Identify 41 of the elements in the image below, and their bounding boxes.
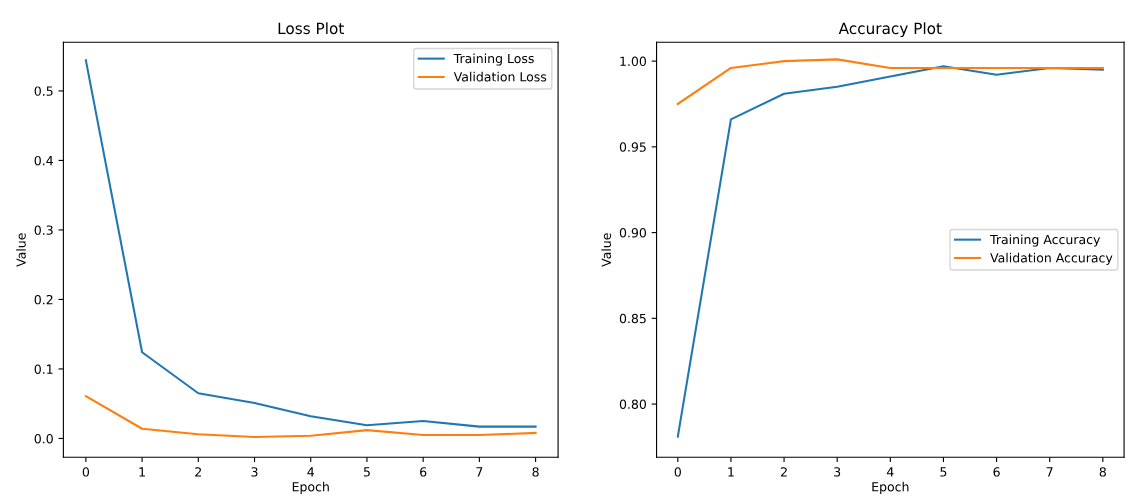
y-tick-label: 0.0: [34, 433, 53, 444]
y-axis-title: Value: [601, 233, 612, 267]
x-tick-label: 3: [834, 467, 841, 477]
x-tick-label: 7: [476, 467, 483, 477]
x-tick-label: 1: [139, 467, 145, 477]
chart-title: Loss Plot: [278, 22, 344, 35]
x-tick-label: 6: [420, 467, 427, 477]
legend-label: Training Accuracy: [990, 234, 1101, 247]
line-series: [84, 395, 537, 439]
y-tick-label: 0.95: [619, 142, 646, 152]
y-tick-label: 0.5: [34, 86, 53, 96]
x-tick-label: 7: [1046, 467, 1053, 477]
x-tick-label: 2: [781, 467, 787, 477]
y-tick-label: 0.80: [619, 399, 647, 409]
legend-label: Validation Loss: [453, 71, 547, 82]
x-tick-label: 8: [532, 467, 539, 477]
chart-title: Accuracy Plot: [838, 22, 942, 38]
y-tick-label: 0.85: [619, 313, 646, 324]
y-tick-label: 0.3: [34, 225, 53, 235]
y-tick-label: 0.4: [34, 155, 53, 166]
line-series: [676, 58, 1104, 106]
y-tick-label: 0.2: [34, 294, 53, 305]
y-tick-label: 0.90: [619, 228, 647, 238]
x-tick-label: 5: [940, 467, 947, 477]
x-axis-title: Epoch: [872, 481, 909, 494]
x-tick-label: 0: [82, 467, 90, 477]
y-tick-label: 1.00: [620, 56, 647, 67]
legend-label: Validation Accuracy: [990, 252, 1113, 265]
legend-label: Training Loss: [453, 53, 534, 66]
x-tick-label: 2: [195, 467, 202, 477]
x-tick-label: 8: [1099, 467, 1106, 477]
x-tick-label: 0: [674, 467, 681, 477]
x-tick-label: 4: [307, 467, 315, 477]
y-axis-title: Value: [16, 233, 26, 267]
x-tick-label: 4: [886, 467, 894, 477]
x-tick-label: 1: [728, 467, 734, 477]
x-axis-title: Epoch: [292, 481, 329, 494]
x-tick-label: 5: [363, 467, 370, 477]
x-tick-label: 6: [993, 467, 1000, 477]
x-tick-label: 3: [251, 467, 258, 477]
y-tick-label: 0.1: [34, 364, 53, 374]
